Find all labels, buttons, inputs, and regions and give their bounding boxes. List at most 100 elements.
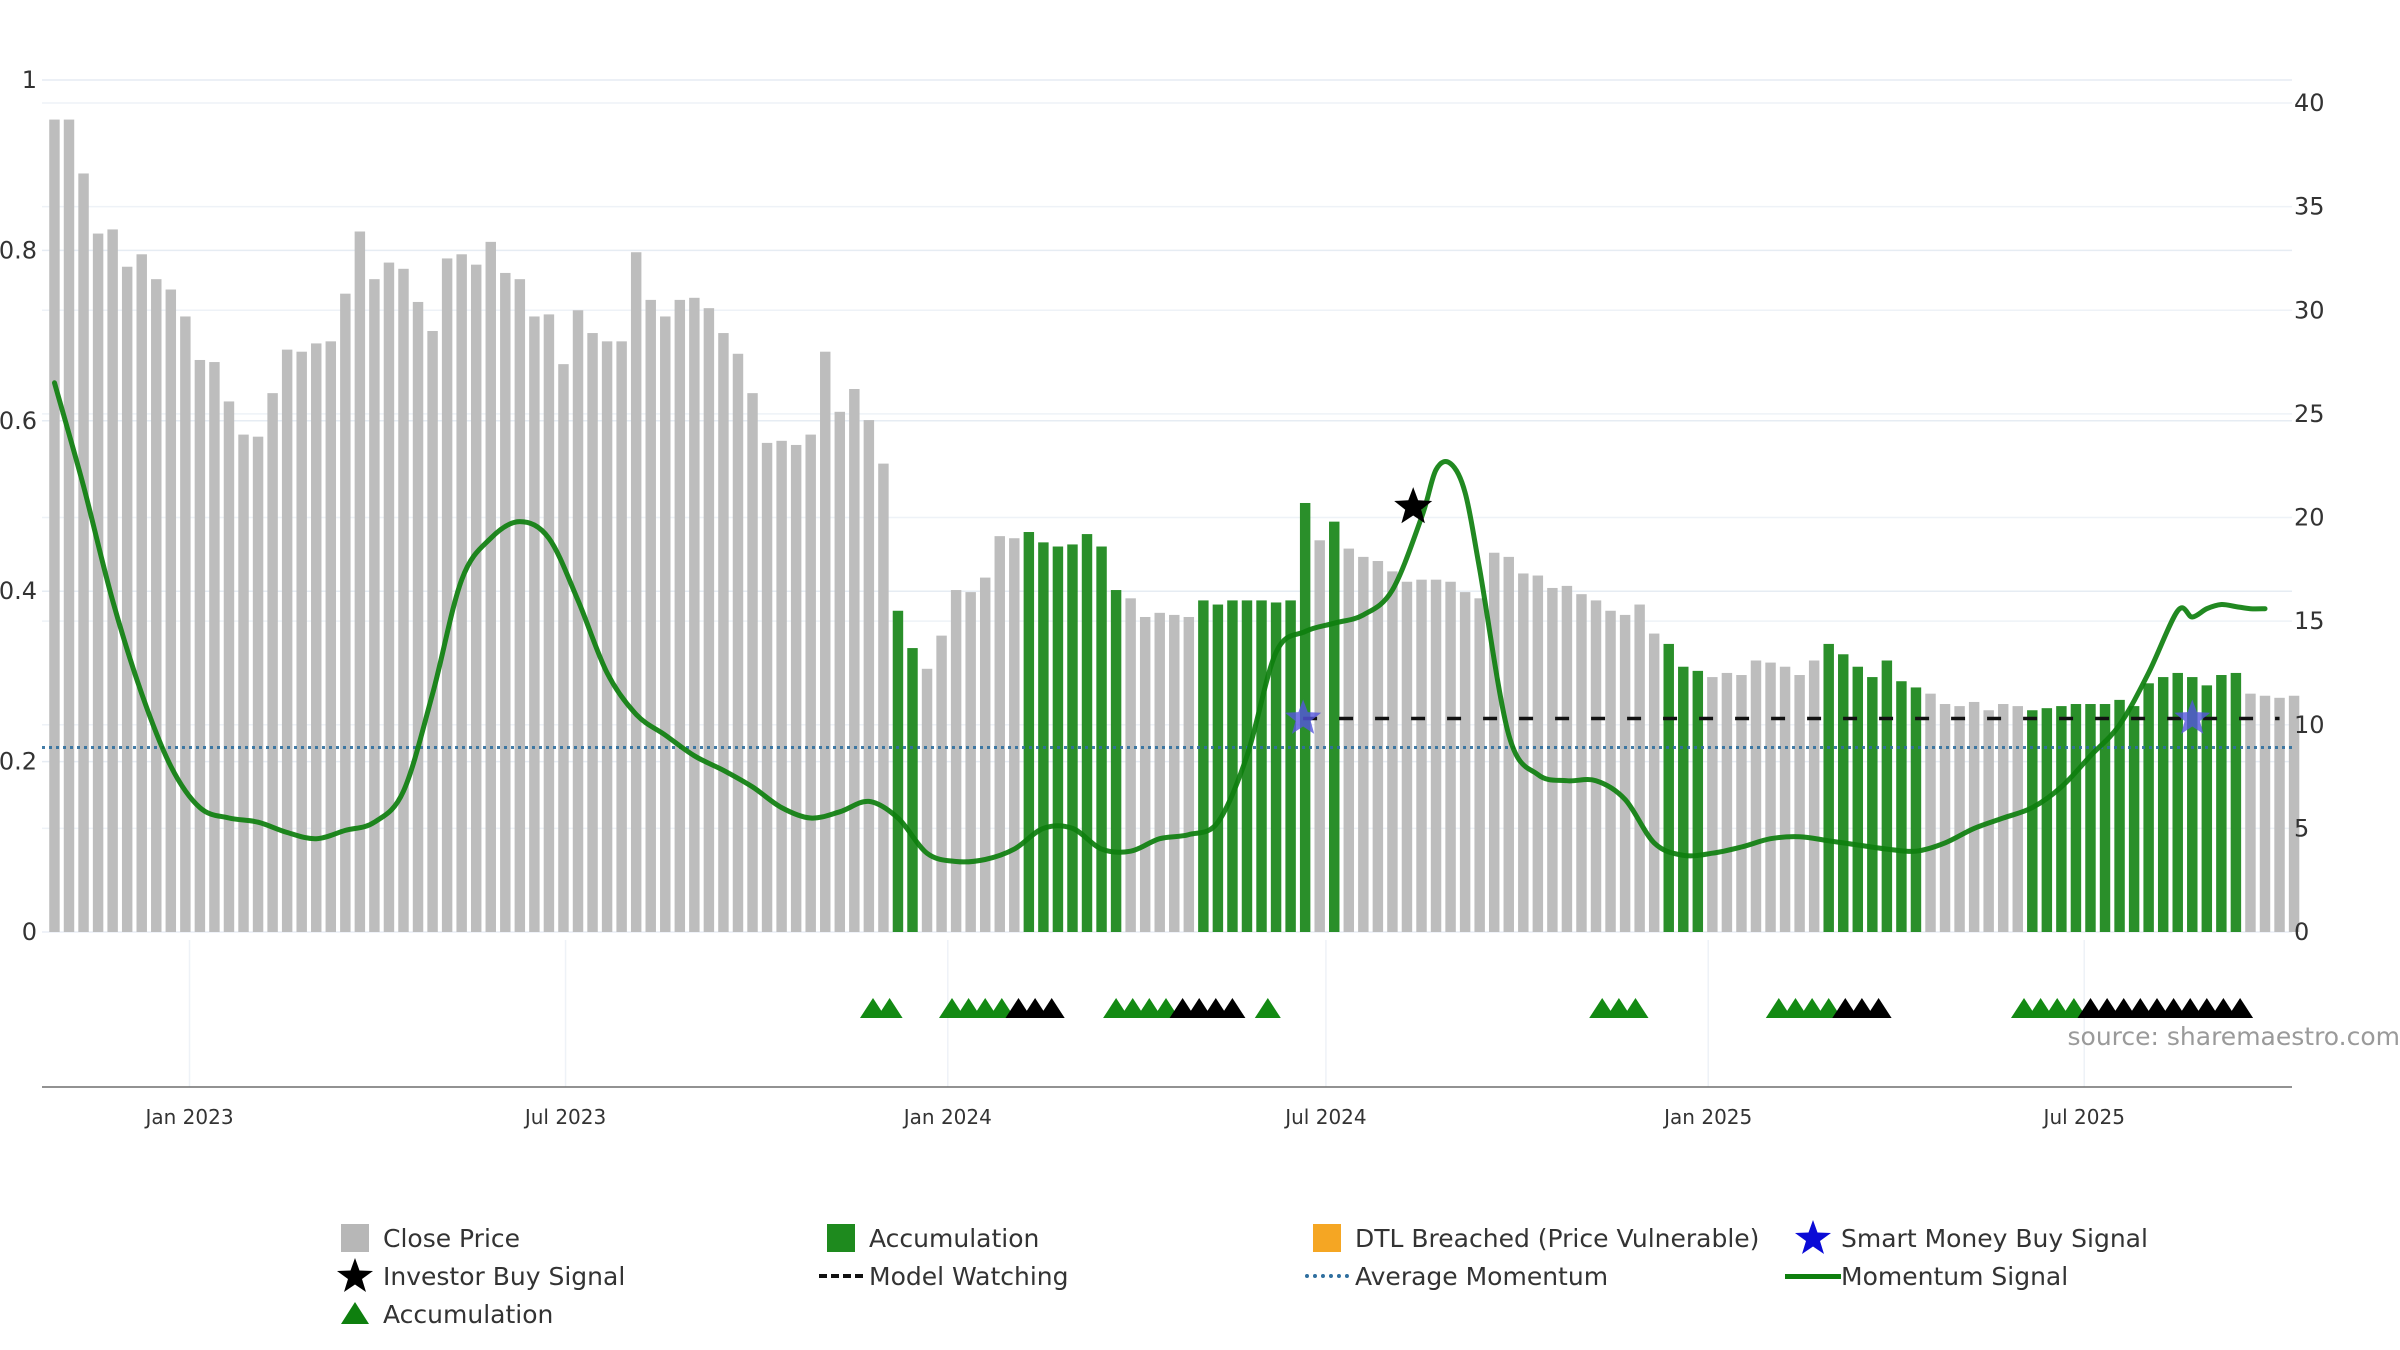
close-price-bar bbox=[252, 436, 264, 932]
accumulation-bar bbox=[1838, 654, 1849, 932]
accumulation-bar bbox=[1867, 677, 1878, 932]
accumulation-bar bbox=[1678, 666, 1689, 932]
close-price-bar bbox=[630, 252, 642, 933]
x-tick-label: Jul 2024 bbox=[1283, 1105, 1366, 1129]
close-price-bar bbox=[1765, 662, 1776, 932]
accumulation-triangle-green bbox=[2044, 998, 2071, 1018]
accumulation-triangle-black bbox=[1202, 998, 1229, 1018]
close-price-bar bbox=[1416, 579, 1427, 932]
accumulation-bar bbox=[2128, 706, 2140, 932]
x-tick-label: Jan 2025 bbox=[1662, 1105, 1752, 1129]
legend-label: Close Price bbox=[383, 1223, 521, 1253]
close-price-bar bbox=[165, 289, 177, 932]
close-price-bar bbox=[369, 279, 380, 932]
legend-item-dtl-breached: DTL Breached (Price Vulnerable) bbox=[1299, 1220, 1759, 1256]
x-tick-label: Jan 2024 bbox=[902, 1105, 992, 1129]
close-price-bar bbox=[2259, 695, 2271, 932]
legend-item-accumulation-triangle: Accumulation bbox=[327, 1296, 553, 1332]
x-tick-label: Jan 2023 bbox=[143, 1105, 233, 1129]
accumulation-triangle-black bbox=[2094, 998, 2121, 1018]
close-price-bar bbox=[500, 272, 511, 932]
accumulation-triangle-green bbox=[1799, 998, 1826, 1018]
accumulation-bar bbox=[1081, 534, 1093, 932]
left-tick-label: 0.8 bbox=[0, 236, 37, 264]
legend-swatch-dtl-breached bbox=[1313, 1224, 1341, 1252]
smart-money-buy-signal-marker bbox=[2174, 699, 2211, 734]
close-price-bar bbox=[49, 119, 60, 932]
accumulation-triangle-green bbox=[2011, 998, 2037, 1018]
accumulation-triangle-green bbox=[876, 998, 903, 1018]
close-price-bar bbox=[1721, 672, 1733, 932]
smart-money-buy-signal-marker bbox=[1285, 699, 1322, 734]
accumulation-bar bbox=[1692, 670, 1704, 932]
close-price-bar bbox=[834, 411, 846, 932]
accumulation-triangle-black bbox=[2110, 998, 2137, 1018]
accumulation-bar bbox=[1896, 681, 1907, 932]
star-icon bbox=[1795, 1220, 1831, 1254]
right-tick-label: 25 bbox=[2294, 400, 2325, 428]
close-price-bar bbox=[776, 440, 787, 932]
accumulation-bar bbox=[1329, 521, 1340, 932]
close-price-bar bbox=[1605, 610, 1616, 932]
accumulation-triangle-black bbox=[1832, 998, 1859, 1018]
close-price-bar bbox=[921, 668, 933, 932]
accumulation-triangle-green bbox=[2027, 998, 2054, 1018]
close-price-bar bbox=[601, 341, 613, 933]
close-price-bar bbox=[747, 393, 758, 932]
close-price-bar bbox=[78, 173, 89, 932]
right-tick-label: 30 bbox=[2294, 296, 2325, 324]
accumulation-bar bbox=[1023, 532, 1035, 932]
close-price-bar bbox=[121, 266, 133, 933]
legend-item-momentum-signal: Momentum Signal bbox=[1785, 1258, 2068, 1294]
close-price-bar bbox=[107, 229, 118, 933]
momentum-chart: Jan 2023 Jul 2023 Jan 2024 Jul 2024 Jan 2025… bbox=[0, 66, 2325, 1129]
accumulation-triangle-black bbox=[2177, 998, 2204, 1018]
accumulation-triangle-green bbox=[1815, 998, 1842, 1018]
accumulation-bar bbox=[892, 610, 904, 932]
accumulation-triangle-green bbox=[939, 998, 965, 1018]
close-price-bar bbox=[1387, 571, 1398, 932]
close-price-bar bbox=[456, 254, 467, 933]
legend-label: Accumulation bbox=[383, 1299, 554, 1329]
accumulation-triangle-green bbox=[1622, 998, 1649, 1018]
left-tick-label: 0.2 bbox=[0, 748, 37, 776]
close-price-bar bbox=[485, 241, 496, 933]
legend-item-accumulation-bar: Accumulation bbox=[813, 1220, 1039, 1256]
close-price-bar bbox=[1154, 612, 1165, 932]
close-price-bar bbox=[1779, 666, 1791, 932]
close-price-bar bbox=[2274, 697, 2285, 932]
close-price-bar bbox=[1139, 616, 1151, 932]
right-tick-label: 15 bbox=[2294, 607, 2325, 635]
close-price-bar bbox=[340, 293, 351, 932]
legend-key bbox=[1785, 1220, 1841, 1256]
close-price-bar bbox=[354, 231, 366, 932]
legend-swatch-dot bbox=[1305, 1274, 1349, 1278]
legend: Close Price Accumulation DTL Breached (P… bbox=[0, 1200, 2400, 1350]
close-price-bar bbox=[1445, 581, 1456, 932]
left-tick-label: 0.4 bbox=[0, 577, 37, 605]
accumulation-bar bbox=[2143, 683, 2154, 932]
star-icon bbox=[337, 1258, 373, 1292]
legend-item-investor-buy: Investor Buy Signal bbox=[327, 1258, 625, 1294]
close-price-bar bbox=[238, 434, 249, 932]
right-tick-label: 20 bbox=[2294, 504, 2325, 532]
accumulation-bar bbox=[2027, 710, 2038, 932]
close-price-bar bbox=[136, 254, 147, 933]
close-price-bar bbox=[1372, 561, 1384, 932]
close-price-bar bbox=[1474, 598, 1485, 932]
close-price-bar bbox=[2245, 693, 2256, 932]
close-price-bar bbox=[1648, 633, 1660, 932]
accumulation-bar bbox=[1241, 600, 1253, 932]
accumulation-triangle-green bbox=[1765, 998, 1792, 1018]
accumulation-triangle-green bbox=[1153, 998, 1179, 1018]
accumulation-triangle-black bbox=[1005, 998, 1032, 1018]
accumulation-triangle-green bbox=[1605, 998, 1632, 1018]
close-price-bar bbox=[616, 341, 627, 933]
source-attribution: source: sharemaestro.com bbox=[2067, 1022, 2400, 1051]
close-price-bar bbox=[151, 279, 162, 932]
legend-swatch-close-price bbox=[341, 1224, 369, 1252]
accumulation-triangle-black bbox=[1038, 998, 1065, 1018]
close-price-bar bbox=[1590, 600, 1602, 932]
close-price-bar bbox=[863, 420, 875, 932]
accumulation-triangle-green bbox=[1136, 998, 1163, 1018]
